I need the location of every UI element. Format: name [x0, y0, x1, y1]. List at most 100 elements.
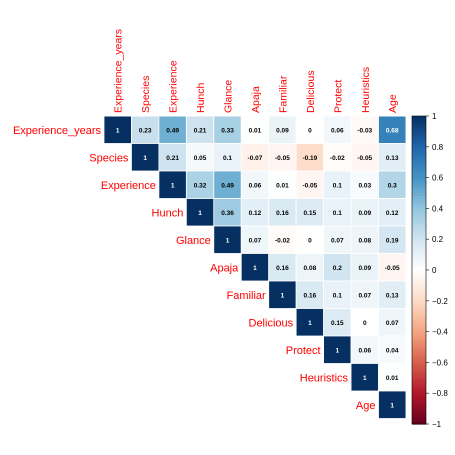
cell-value-label: 0.13: [386, 155, 399, 162]
column-label-experience_years: Experience_years: [113, 29, 125, 113]
colorbar-segment: [412, 254, 426, 259]
colorbar-segment: [412, 119, 426, 123]
cell-familiar-protect: [323, 280, 352, 309]
cell-experience_years-experience_years: [103, 115, 132, 144]
colorbar-segment: [412, 143, 426, 148]
cell-value-label: 0.16: [304, 292, 317, 299]
colorbar-tick-label: 1: [432, 112, 437, 121]
colorbar-segment: [412, 220, 426, 225]
cell-value-label: 0.1: [333, 210, 342, 217]
cell-value-label: -0.05: [385, 265, 400, 272]
cell-value-label: 0.06: [249, 182, 262, 189]
row-label-species: Species: [89, 152, 129, 164]
cell-value-label: 0.1: [223, 155, 232, 162]
colorbar-segment: [412, 316, 426, 320]
colorbar-segment: [412, 122, 426, 126]
cell-species-familiar: [268, 143, 297, 172]
cell-experience-age: [378, 170, 407, 199]
cell-value-label: 0.04: [386, 347, 399, 354]
column-label-delicious: Delicious: [305, 70, 317, 113]
cell-species-apaja: [240, 143, 270, 172]
column-label-experience: Experience: [168, 60, 180, 113]
cell-value-label: 0.05: [194, 155, 207, 162]
colorbar-segment: [412, 270, 426, 274]
cell-value-label: 0.01: [276, 182, 289, 189]
cell-species-age: [378, 143, 407, 172]
colorbar-segment: [412, 125, 426, 129]
cell-value-label: 0.49: [166, 127, 179, 134]
colorbar-segment: [412, 343, 426, 348]
colorbar-segment: [412, 257, 426, 262]
cell-value-label: 0.12: [249, 210, 262, 217]
colorbar-segment: [412, 380, 426, 385]
row-label-familiar: Familiar: [227, 290, 266, 302]
cell-heuristics-heuristics: [350, 363, 379, 392]
colorbar-segment: [412, 205, 426, 209]
colorbar-segment: [412, 242, 426, 246]
cell-hunch-heuristics: [350, 198, 379, 227]
colorbar-tick-label: 0.8: [432, 143, 444, 152]
colorbar-segment: [412, 233, 426, 237]
colorbar-segment: [412, 116, 426, 120]
cell-value-label: 0.01: [249, 127, 262, 134]
colorbar-segment: [412, 260, 426, 265]
colorbar-segment: [412, 276, 426, 280]
colorbar-segment: [412, 402, 426, 407]
colorbar-segment: [412, 359, 426, 363]
colorbar-segment: [412, 128, 426, 132]
colorbar-tick-label: 0.4: [432, 204, 444, 213]
column-label-species: Species: [140, 76, 152, 113]
cell-apaja-apaja: [240, 253, 270, 282]
colorbar-segment: [412, 189, 426, 194]
cell-value-label: 0.2: [333, 265, 342, 272]
colorbar-segment: [412, 177, 426, 182]
cell-value-label: 0.36: [221, 210, 234, 217]
colorbar-segment: [412, 183, 426, 188]
colorbar-segment: [412, 334, 426, 339]
colorbar-segment: [412, 217, 426, 222]
cell-value-label: 0.16: [276, 210, 289, 217]
row-label-protect: Protect: [286, 345, 321, 357]
cell-value-label: 1: [253, 265, 257, 272]
cell-value-label: -0.05: [357, 155, 372, 162]
cell-value-label: -0.05: [275, 155, 290, 162]
cell-delicious-delicious: [295, 308, 324, 337]
cell-species-heuristics: [350, 143, 379, 172]
cell-value-label: 0.23: [139, 127, 152, 134]
colorbar-segment: [412, 319, 426, 323]
colorbar-segment: [412, 377, 426, 382]
colorbar-segment: [412, 328, 426, 333]
cell-value-label: 0.09: [358, 210, 371, 217]
colorbar-tick-label: −0.4: [432, 328, 448, 337]
colorbar-segment: [412, 245, 426, 250]
colorbar-segment: [412, 180, 426, 185]
cell-familiar-age: [378, 280, 407, 309]
row-label-experience_years: Experience_years: [13, 125, 102, 137]
colorbar-segment: [412, 288, 426, 293]
cell-value-label: 1: [336, 347, 340, 354]
cell-experience_years-age: [378, 115, 407, 144]
cell-experience-hunch: [185, 170, 215, 199]
colorbar-segment: [412, 137, 426, 142]
colorbar-segment: [412, 273, 426, 277]
cell-value-label: 0.01: [386, 375, 399, 382]
cell-value-label: 1: [363, 375, 367, 382]
cell-apaja-delicious: [295, 253, 324, 282]
colorbar-segment: [412, 251, 426, 256]
cell-value-label: 0.07: [386, 320, 399, 327]
colorbar-segment: [412, 362, 426, 367]
colorbar-segment: [412, 306, 426, 311]
cell-value-label: 0.06: [358, 347, 371, 354]
cell-value-label: 1: [198, 210, 202, 217]
colorbar-segment: [412, 393, 426, 397]
column-label-apaja: Apaja: [250, 86, 262, 113]
colorbar-segment: [412, 285, 426, 290]
cell-value-label: -0.07: [248, 155, 263, 162]
colorbar-segment: [412, 159, 426, 163]
colorbar-segment: [412, 174, 426, 179]
colorbar-segment: [412, 408, 426, 413]
column-label-familiar: Familiar: [277, 75, 289, 113]
colorbar-tick-label: 0: [432, 266, 437, 275]
colorbar-segment: [412, 146, 426, 151]
